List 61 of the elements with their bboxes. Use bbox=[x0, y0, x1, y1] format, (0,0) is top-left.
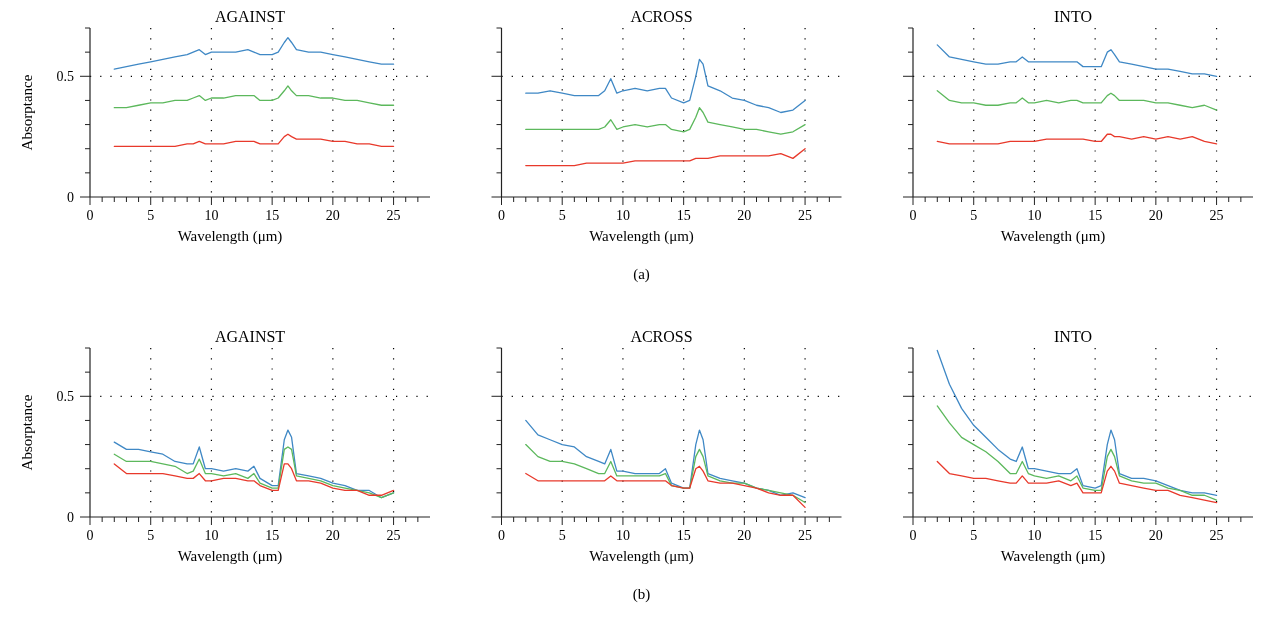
x-tick-label: 20 bbox=[737, 528, 752, 543]
x-tick-label: 10 bbox=[204, 208, 219, 223]
y-tick-label: 0.5 bbox=[56, 389, 74, 405]
y-tick-label: 0 bbox=[67, 190, 74, 205]
x-tick-label: 10 bbox=[615, 208, 630, 223]
x-tick-label: 10 bbox=[1027, 528, 1042, 543]
x-tick-label: 20 bbox=[325, 528, 340, 543]
x-tick-label: 10 bbox=[615, 528, 630, 543]
x-tick-label: 5 bbox=[970, 528, 978, 543]
line-series bbox=[113, 133, 395, 147]
chart-title: INTO bbox=[1054, 328, 1092, 345]
chart-title: INTO bbox=[1054, 8, 1092, 25]
x-tick-label: 0 bbox=[909, 208, 917, 223]
x-axis-title: Wavelength (μm) bbox=[589, 228, 694, 245]
chart-title: ACROSS bbox=[630, 8, 693, 25]
x-tick-label: 0 bbox=[909, 528, 917, 543]
chart-title: ACROSS bbox=[630, 328, 693, 345]
x-tick-label: 5 bbox=[558, 528, 566, 543]
x-tick-label: 25 bbox=[1209, 528, 1224, 543]
x-tick-label: 0 bbox=[86, 208, 94, 223]
x-tick-label: 20 bbox=[737, 208, 752, 223]
y-tick-label: 0 bbox=[67, 510, 74, 525]
x-tick-label: 25 bbox=[1209, 208, 1224, 223]
line-series bbox=[113, 463, 395, 496]
x-tick-label: 20 bbox=[1148, 208, 1163, 223]
line-series bbox=[113, 446, 395, 499]
x-axis-title: Wavelength (μm) bbox=[1000, 548, 1106, 565]
line-series bbox=[113, 85, 395, 109]
x-tick-label: 20 bbox=[1148, 528, 1163, 543]
x-tick-label: 0 bbox=[86, 528, 94, 543]
x-tick-label: 0 bbox=[498, 208, 505, 223]
chart-title: AGAINST bbox=[214, 328, 286, 345]
line-series bbox=[113, 37, 395, 70]
y-axis-title: Absorptance bbox=[19, 74, 35, 151]
x-tick-label: 25 bbox=[386, 528, 401, 543]
x-tick-label: 15 bbox=[676, 528, 691, 543]
x-tick-label: 25 bbox=[386, 208, 401, 223]
x-axis-title: Wavelength (μm) bbox=[1000, 228, 1106, 245]
x-axis-title: Wavelength (μm) bbox=[177, 548, 283, 565]
x-tick-label: 5 bbox=[558, 208, 566, 223]
x-tick-label: 5 bbox=[147, 208, 155, 223]
x-tick-label: 0 bbox=[498, 528, 505, 543]
x-tick-label: 5 bbox=[970, 208, 978, 223]
x-tick-label: 15 bbox=[1088, 208, 1103, 223]
x-tick-label: 10 bbox=[1027, 208, 1042, 223]
x-tick-label: 15 bbox=[265, 208, 280, 223]
y-tick-label: 0.5 bbox=[56, 69, 74, 85]
x-tick-label: 15 bbox=[1088, 528, 1103, 543]
x-axis-title: Wavelength (μm) bbox=[177, 228, 283, 245]
x-tick-label: 20 bbox=[325, 208, 340, 223]
text: (a) bbox=[633, 266, 650, 283]
x-tick-label: 15 bbox=[676, 208, 691, 223]
x-tick-label: 5 bbox=[147, 528, 155, 543]
x-axis-title: Wavelength (μm) bbox=[589, 548, 694, 565]
chart-title: AGAINST bbox=[214, 8, 286, 25]
x-tick-label: 15 bbox=[265, 528, 280, 543]
x-tick-label: 10 bbox=[204, 528, 219, 543]
x-tick-label: 25 bbox=[798, 208, 813, 223]
text: (b) bbox=[632, 586, 651, 603]
x-tick-label: 25 bbox=[798, 528, 813, 543]
y-axis-title: Absorptance bbox=[19, 394, 35, 471]
